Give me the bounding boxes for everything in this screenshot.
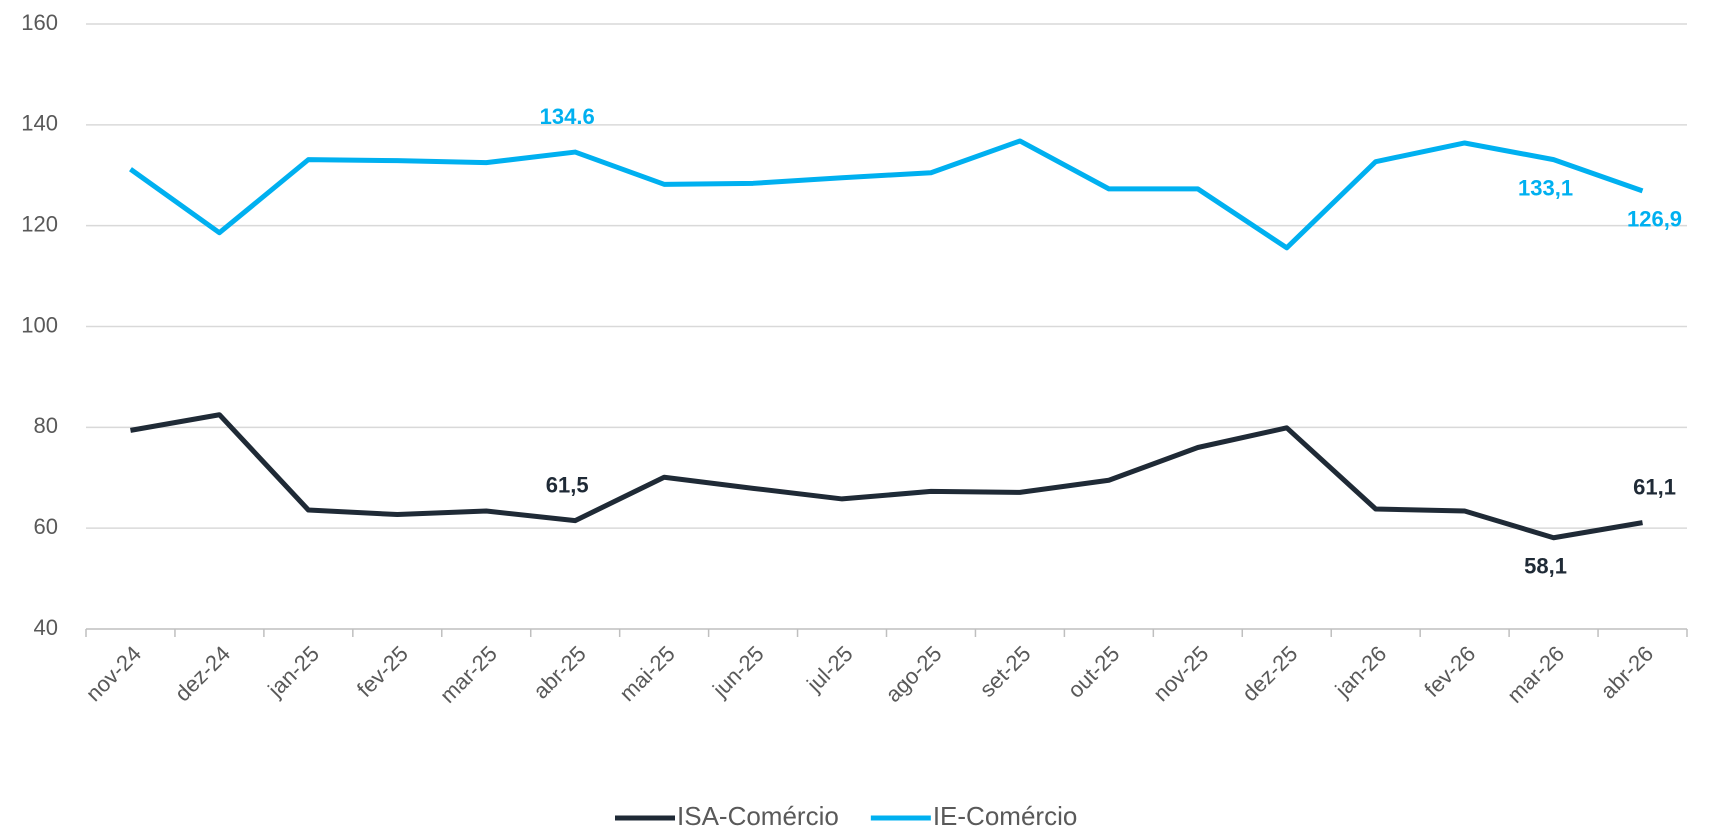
data-label: 58,1	[1524, 554, 1567, 579]
data-label: 61,1	[1633, 474, 1676, 499]
legend-label: ISA-Comércio	[677, 801, 839, 831]
x-tick-label: nov-24	[81, 641, 146, 706]
x-tick-label: mar-25	[435, 641, 502, 708]
y-tick-label: 40	[34, 615, 58, 640]
x-tick-label: mar-26	[1502, 641, 1569, 708]
x-tick-label: nov-25	[1148, 641, 1213, 706]
x-tick-label: abr-25	[528, 641, 591, 704]
x-tick-label: fev-26	[1419, 641, 1480, 702]
y-tick-label: 140	[21, 111, 58, 136]
x-tick-label: dez-24	[170, 641, 235, 706]
data-label: 133,1	[1518, 175, 1573, 200]
x-tick-label: jan-26	[1330, 641, 1392, 703]
x-tick-label: jan-25	[262, 641, 324, 703]
y-tick-label: 120	[21, 211, 58, 236]
y-tick-label: 60	[34, 514, 58, 539]
x-tick-label: mai-25	[615, 641, 680, 706]
x-tick-label: set-25	[975, 641, 1036, 702]
y-tick-label: 80	[34, 413, 58, 438]
data-label: 134.6	[540, 104, 595, 129]
x-tick-label: out-25	[1063, 641, 1125, 703]
series-line	[130, 412, 1643, 541]
y-tick-label: 160	[21, 10, 58, 35]
x-tick-label: jun-25	[707, 641, 769, 703]
x-tick-label: ago-25	[880, 641, 946, 707]
x-tick-label: dez-25	[1237, 641, 1302, 706]
x-tick-label: jul-25	[801, 641, 857, 697]
y-tick-label: 100	[21, 312, 58, 337]
series-line	[129, 138, 1644, 251]
data-label: 61,5	[546, 472, 589, 497]
x-tick-label: fev-25	[352, 641, 413, 702]
legend-label: IE-Comércio	[933, 801, 1077, 831]
data-label: 126,9	[1627, 207, 1682, 232]
x-tick-label: abr-26	[1596, 641, 1659, 704]
